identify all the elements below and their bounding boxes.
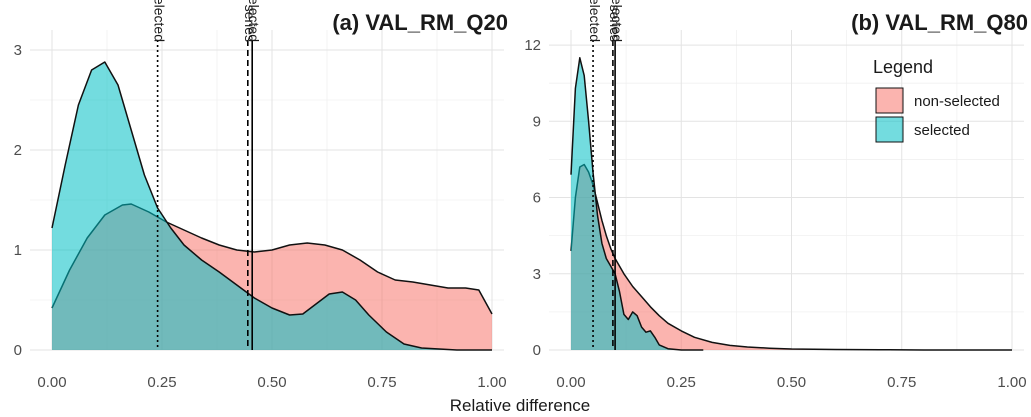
- legend-label: non-selected: [914, 93, 1000, 110]
- legend-key-selected: [875, 116, 904, 143]
- vline-label: time series: [607, 0, 623, 42]
- y-tick-label: 0: [533, 342, 541, 359]
- legend-label: selected: [914, 122, 970, 139]
- vline-label: time series: [242, 0, 258, 42]
- legend: Legend non-selected selected: [873, 57, 1000, 143]
- x-tick-label: 0.50: [777, 374, 806, 391]
- y-tick-label: 3: [14, 42, 22, 59]
- x-tick-label: 0.75: [367, 374, 396, 391]
- y-tick-label: 1: [14, 242, 22, 259]
- vline-label: selected: [587, 0, 603, 42]
- x-tick-label: 0.00: [556, 374, 585, 391]
- density-area-selected: [571, 57, 704, 351]
- vline-label: non-selected: [246, 0, 262, 42]
- density-area-selected: [52, 62, 492, 350]
- x-tick-label: 0.00: [37, 374, 66, 391]
- panel-b-title: (b) VAL_RM_Q80: [851, 10, 1028, 35]
- x-tick-label: 0.25: [667, 374, 696, 391]
- x-tick-label: 0.75: [887, 374, 916, 391]
- panel-a: (a) VAL_RM_Q20 0.00 0.25 0.50 0.75 1.00 0 1 2 3 s…: [14, 0, 508, 391]
- x-axis-title: Relative difference: [450, 396, 591, 415]
- y-tick-label: 3: [533, 266, 541, 283]
- vline-label: selected: [152, 0, 168, 42]
- density-line-selected: [570, 57, 704, 351]
- x-tick-label: 0.25: [147, 374, 176, 391]
- y-tick-label: 9: [533, 113, 541, 130]
- panel-a-title: (a) VAL_RM_Q20: [332, 10, 508, 35]
- panel-b: (b) VAL_RM_Q80 0.00 0.25 0.50 0.75 1.00 0 3 6 9 1…: [524, 0, 1028, 391]
- x-tick-label: 1.00: [477, 374, 506, 391]
- x-tick-label: 0.50: [257, 374, 286, 391]
- y-tick-label: 12: [524, 37, 541, 54]
- density-line-selected: [51, 61, 492, 351]
- x-tick-label: 1.00: [997, 374, 1026, 391]
- y-tick-label: 6: [533, 190, 541, 207]
- y-tick-label: 2: [14, 142, 22, 159]
- legend-key-non-selected: [875, 87, 904, 114]
- y-tick-label: 0: [14, 342, 22, 359]
- legend-title: Legend: [873, 57, 933, 77]
- vline-label: non-selected: [609, 0, 625, 42]
